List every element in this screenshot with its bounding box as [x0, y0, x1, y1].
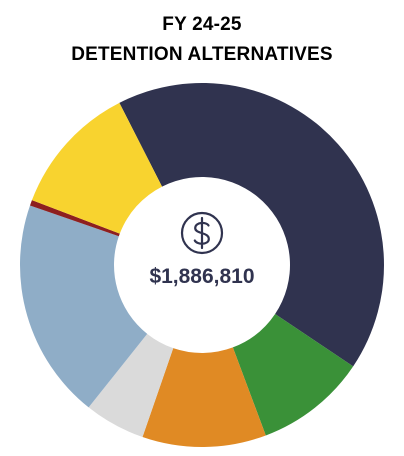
donut-slice-6: [29, 200, 120, 237]
donut-slices: [19, 82, 385, 448]
donut-slice-3: [142, 347, 266, 448]
chart-title: FY 24-25: [162, 14, 242, 35]
center-total-label: $1,886,810: [149, 265, 254, 288]
donut-slice-5: [19, 205, 148, 408]
donut-slice-4: [88, 333, 174, 438]
donut-slice-7: [31, 102, 163, 234]
donut-slice-1: [119, 82, 385, 367]
chart-title-block: FY 24-25 DETENTION ALTERNATIVES: [0, 10, 404, 70]
donut-center: $1,886,810: [149, 211, 255, 288]
chart-subtitle: DETENTION ALTERNATIVES: [71, 44, 333, 65]
dollar-circle-icon: [180, 211, 224, 255]
donut-slice-2: [232, 314, 354, 436]
